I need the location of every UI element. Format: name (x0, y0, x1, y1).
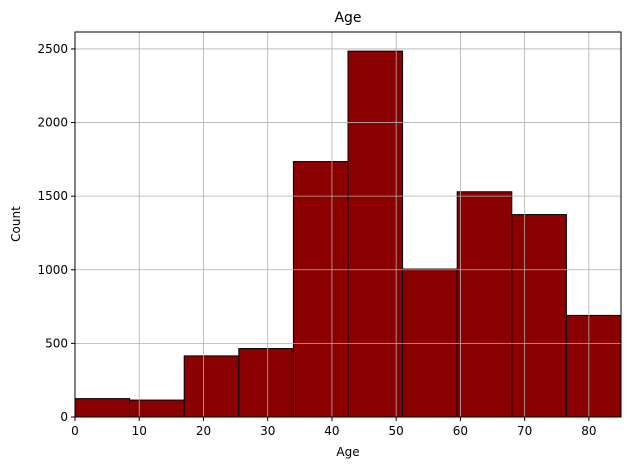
bar (74, 398, 131, 418)
x-tick-label: 0 (71, 424, 79, 438)
x-tick-label: 70 (517, 424, 532, 438)
chart-title: Age (334, 10, 361, 26)
x-tick-label: 40 (324, 424, 339, 438)
bar (511, 214, 567, 418)
x-tick-label: 30 (260, 424, 275, 438)
x-tick-label: 20 (196, 424, 211, 438)
bar (129, 399, 185, 418)
bar (347, 50, 404, 418)
bar (456, 191, 513, 418)
y-tick-label: 1500 (37, 189, 68, 203)
y-tick-label: 1000 (37, 263, 68, 277)
x-tick-label: 80 (581, 424, 596, 438)
y-tick-label: 500 (45, 336, 68, 350)
y-tick-label: 2000 (37, 116, 68, 130)
bar (183, 355, 240, 418)
plot-frame (74, 31, 622, 418)
bar (292, 161, 349, 418)
y-axis-label: Count (9, 206, 23, 242)
x-tick-label: 50 (389, 424, 404, 438)
bar (238, 348, 294, 418)
x-tick-label: 60 (453, 424, 468, 438)
x-axis-label: Age (336, 445, 359, 459)
bar (565, 314, 622, 418)
y-tick-label: 0 (60, 410, 68, 424)
x-tick-label: 10 (132, 424, 147, 438)
y-tick-label: 2500 (37, 42, 68, 56)
